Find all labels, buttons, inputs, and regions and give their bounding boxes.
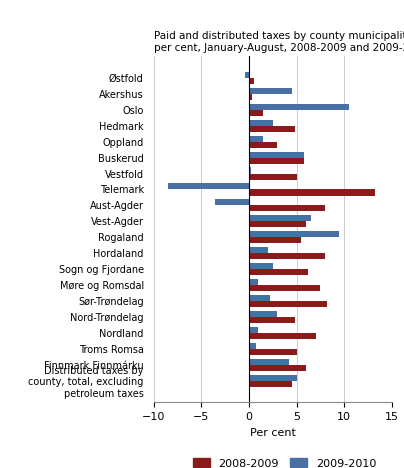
Bar [249, 205, 325, 212]
X-axis label: Per cent: Per cent [250, 428, 296, 438]
Bar [249, 380, 292, 387]
Bar [249, 126, 295, 132]
Bar [249, 88, 292, 94]
Bar [249, 311, 278, 317]
Bar [249, 158, 304, 164]
Bar [249, 215, 311, 221]
Bar [249, 190, 375, 196]
Bar [245, 72, 249, 78]
Bar [249, 152, 304, 158]
Bar [249, 221, 306, 227]
Bar [249, 365, 306, 371]
Bar [249, 374, 297, 380]
Bar [215, 199, 249, 205]
Bar [249, 349, 297, 355]
Text: Paid and distributed taxes by county municipality. Change in
per cent, January-A: Paid and distributed taxes by county mun… [154, 31, 404, 52]
Bar [249, 343, 257, 349]
Bar [249, 301, 327, 307]
Bar [249, 247, 268, 253]
Legend: 2008-2009, 2009-2010: 2008-2009, 2009-2010 [189, 454, 381, 468]
Bar [249, 168, 251, 174]
Bar [249, 104, 349, 110]
Bar [249, 94, 252, 100]
Bar [249, 120, 273, 126]
Bar [249, 174, 297, 180]
Bar [249, 142, 278, 148]
Bar [249, 269, 308, 275]
Bar [249, 285, 320, 291]
Bar [249, 317, 295, 323]
Bar [249, 333, 316, 339]
Bar [249, 231, 339, 237]
Bar [249, 295, 270, 301]
Bar [168, 183, 249, 190]
Bar [249, 279, 259, 285]
Bar [249, 110, 263, 116]
Bar [249, 136, 263, 142]
Bar [249, 253, 325, 259]
Bar [249, 263, 273, 269]
Bar [249, 327, 259, 333]
Bar [249, 358, 289, 365]
Bar [249, 78, 254, 84]
Bar [249, 237, 301, 243]
